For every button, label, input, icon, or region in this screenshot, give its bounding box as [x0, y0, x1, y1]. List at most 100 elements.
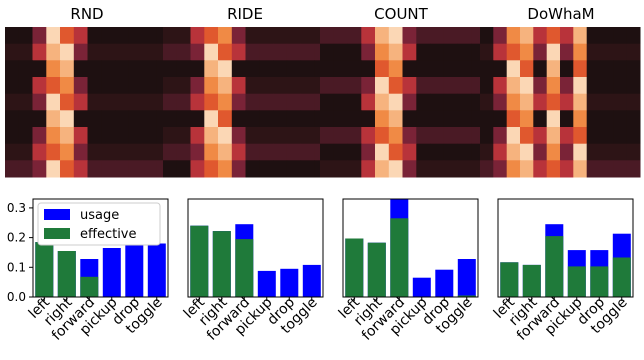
heatmap-cell	[115, 110, 130, 128]
heatmap-cell	[520, 27, 534, 45]
effective-bar	[57, 251, 76, 297]
heatmap-cell	[273, 77, 288, 95]
heatmap-cell	[259, 77, 274, 95]
plot-frame	[187, 198, 324, 298]
heatmap-cell	[273, 60, 288, 78]
heatmap-cell	[101, 43, 116, 61]
heatmap-cell	[273, 143, 288, 161]
heatmap-cell	[231, 43, 247, 61]
heatmap-cell	[430, 77, 445, 95]
heatmap-cell	[60, 110, 75, 128]
heatmap-cell	[218, 110, 233, 128]
heatmap-cell	[533, 93, 548, 111]
heatmap-cell	[115, 143, 130, 161]
heatmap-cell	[480, 110, 494, 128]
heatmap-cell	[320, 60, 335, 78]
heatmap-cell	[176, 43, 192, 61]
heatmap-cell	[163, 143, 178, 161]
heatmap-cell	[176, 143, 192, 161]
heatmap-cell	[600, 127, 614, 145]
heatmap-title-count: COUNT	[374, 5, 428, 23]
bar-panel: leftrightforwardpickupdroptoggle0.00.10.…	[7, 198, 169, 344]
heatmap-cell	[286, 77, 302, 95]
heatmap-cell	[573, 43, 588, 61]
heatmap-cell	[613, 43, 628, 61]
heatmap-cell	[218, 143, 233, 161]
heatmap-cell	[533, 127, 548, 145]
heatmap-cell	[626, 27, 641, 45]
heatmap-cell	[347, 127, 362, 145]
heatmap-cell	[493, 160, 508, 178]
heatmap-cell	[190, 60, 205, 78]
heatmap-cell	[375, 77, 390, 95]
heatmap-cell	[204, 27, 219, 45]
effective-bar	[390, 218, 409, 297]
heatmap-cell	[443, 143, 459, 161]
heatmap-cell	[613, 93, 628, 111]
heatmap-cell	[402, 43, 417, 61]
heatmap-cell	[430, 43, 445, 61]
heatmap-cell	[204, 77, 219, 95]
heatmap-cell	[60, 127, 75, 145]
heatmap-cell	[218, 60, 233, 78]
heatmap-cell	[320, 143, 335, 161]
heatmap-cell	[286, 160, 302, 178]
heatmap-cell	[533, 77, 548, 95]
heatmap-cell	[273, 93, 288, 111]
heatmap-cell	[101, 27, 116, 45]
heatmap-cell	[402, 127, 417, 145]
heatmap-cell	[493, 77, 508, 95]
heatmap-cell	[218, 127, 233, 145]
heatmap-cell	[560, 127, 574, 145]
heatmap-cell	[320, 127, 335, 145]
heatmap-cell	[375, 43, 390, 61]
heatmap-cell	[320, 160, 335, 178]
heatmap-cell	[388, 60, 404, 78]
y-tick-label: 0.0	[7, 290, 26, 304]
heatmap-cell	[73, 127, 89, 145]
heatmap-cell	[60, 160, 75, 178]
heatmap-cell	[506, 27, 521, 45]
legend-label-effective: effective	[80, 227, 137, 242]
heatmap-cell	[245, 27, 260, 45]
heatmap-cell	[286, 127, 302, 145]
heatmap-cell	[430, 110, 445, 128]
heatmap-cell	[300, 77, 315, 95]
heatmap-cell	[60, 77, 75, 95]
heatmap-cell	[128, 77, 144, 95]
heatmap-cell	[416, 27, 431, 45]
heatmap-cell	[430, 127, 445, 145]
heatmap-cell	[457, 43, 472, 61]
heatmap-cell	[586, 143, 601, 161]
heatmap-cell	[128, 43, 144, 61]
heatmap-cell	[546, 110, 561, 128]
heatmap-cell	[443, 127, 459, 145]
heatmap-cell	[259, 93, 274, 111]
effective-bar	[590, 266, 609, 297]
heatmap-cell	[480, 60, 494, 78]
heatmap-cell	[457, 110, 472, 128]
plot-frame	[342, 198, 479, 298]
heatmap-cell	[101, 60, 116, 78]
heatmap-cell	[259, 43, 274, 61]
heatmap-cell	[128, 93, 144, 111]
effective-bar	[545, 236, 564, 297]
heatmap-cell	[128, 60, 144, 78]
usage-bar	[280, 268, 299, 297]
heatmap-cell	[73, 93, 89, 111]
heatmap-cell	[402, 93, 417, 111]
heatmap-cell	[273, 127, 288, 145]
heatmap-cell	[273, 160, 288, 178]
heatmap-cell	[493, 43, 508, 61]
heatmap-cell	[626, 110, 641, 128]
heatmap-cell	[546, 143, 561, 161]
heatmap-cell	[73, 110, 89, 128]
heatmap-cell	[163, 110, 178, 128]
heatmap-cell	[46, 143, 61, 161]
heatmap-cell	[480, 127, 494, 145]
heatmap-cell	[87, 77, 102, 95]
plot-frame	[497, 198, 634, 298]
heatmap-cell	[613, 143, 628, 161]
heatmap-cell	[626, 143, 641, 161]
